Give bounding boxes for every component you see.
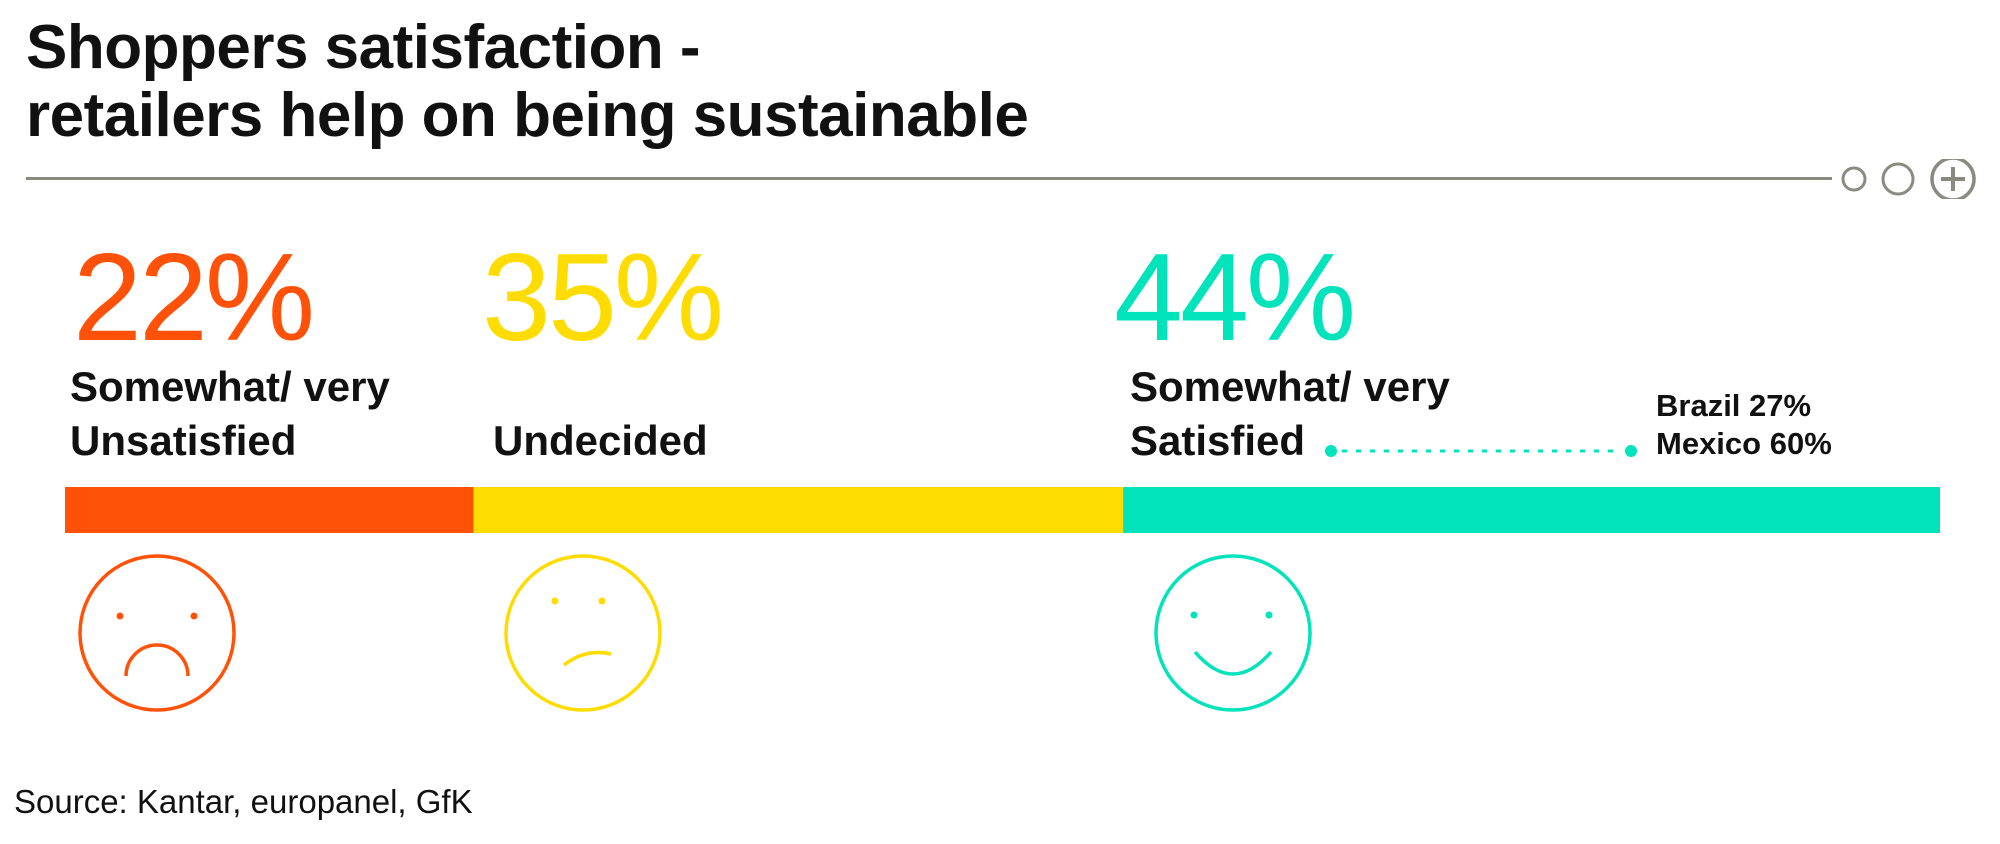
country-annotation: Brazil 27% Mexico 60% [1656, 387, 1832, 463]
neutral-face-icon [504, 554, 662, 712]
value-label-satisfied: 44% [1114, 229, 1356, 367]
value-label-undecided: 35% [482, 229, 724, 367]
category-label-satisfied: Somewhat/ very Satisfied [1130, 360, 1450, 468]
category-label-unsatisfied: Somewhat/ very Unsatisfied [70, 360, 390, 468]
chart-title-line-1: Shoppers satisfaction - [26, 13, 701, 82]
category-label-line: Somewhat/ very [70, 363, 390, 410]
header-icons [1841, 159, 1976, 199]
chart-title-line-2: retailers help on being sustainable [26, 81, 1029, 150]
source-note: Source: Kantar, europanel, GfK [14, 783, 473, 820]
happy-face-icon [1154, 554, 1312, 712]
annotation-leader-line [1325, 445, 1637, 457]
sad-face-icon [78, 554, 236, 712]
annotation-brazil: Brazil 27% [1656, 388, 1812, 423]
value-label-unsatisfied: 22% [73, 229, 315, 367]
bar-segment-satisfied [1123, 487, 1940, 533]
category-label-line: Somewhat/ very [1130, 363, 1450, 410]
category-label-line: Satisfied [1130, 417, 1306, 464]
title-divider [26, 177, 1832, 180]
annotation-mexico: Mexico 60% [1656, 426, 1832, 461]
plus-circle-icon[interactable] [1930, 159, 1976, 199]
stacked-bar [65, 487, 1940, 533]
medium-circle-icon [1881, 162, 1915, 196]
chart-title: Shoppers satisfaction - retailers help o… [26, 13, 1029, 150]
small-circle-icon [1841, 166, 1867, 192]
category-label-line: Undecided [493, 417, 708, 464]
bar-segment-undecided [473, 487, 1124, 533]
category-label-undecided: Undecided [493, 414, 708, 468]
bar-segment-unsatisfied [65, 487, 474, 533]
category-label-line: Unsatisfied [70, 417, 297, 464]
